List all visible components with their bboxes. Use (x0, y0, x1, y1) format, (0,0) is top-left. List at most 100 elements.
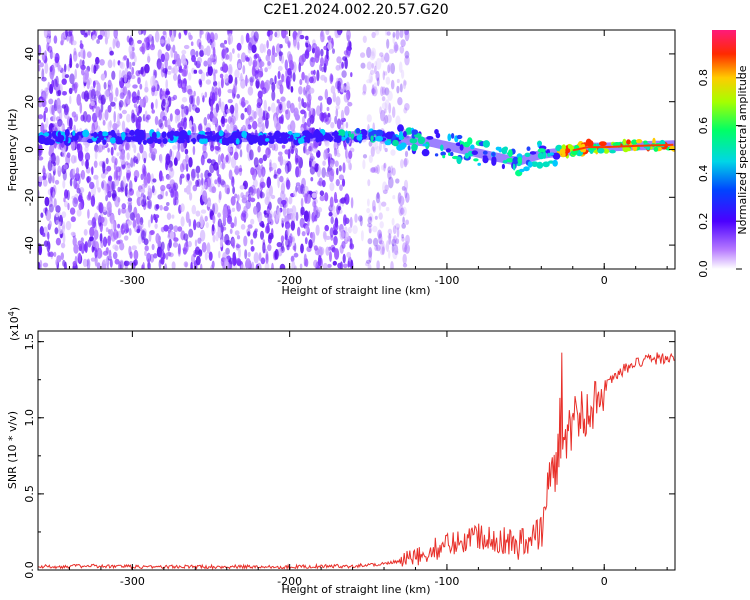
spectrogram-noise-blob (57, 142, 62, 150)
spectrogram-noise-blob (96, 262, 101, 269)
spectrogram-noise-blob (123, 260, 130, 267)
spectrogram-noise-blob (332, 48, 335, 54)
spectrogram-noise-blob (192, 145, 196, 156)
spectrogram-noise-blob (255, 78, 260, 89)
spectrogram-noise-blob (127, 200, 133, 206)
spectrogram-noise-blob (228, 169, 233, 180)
spectrogram-noise-blob (292, 245, 296, 251)
spectrogram-noise-blob (212, 234, 216, 243)
spectrogram-noise-blob (57, 64, 62, 71)
spectrogram-noise-blob (290, 149, 295, 154)
spectrogram-noise-blob (172, 241, 179, 248)
spectrogram-noise-blob (400, 159, 404, 169)
spectrogram-noise-blob (347, 160, 352, 170)
spectrogram-ridge-blob (93, 131, 98, 138)
spectrogram-noise-blob (90, 257, 96, 262)
spectrogram-noise-blob (142, 150, 148, 162)
spectrogram-noise-blob (373, 166, 379, 174)
spectrogram-ridge-blob (361, 134, 367, 140)
spectrogram-noise-blob (252, 120, 258, 130)
spectrogram-noise-blob (80, 242, 85, 254)
spectrogram-noise-blob (260, 181, 266, 188)
spectrogram-noise-blob (61, 91, 67, 96)
spectrogram-noise-blob (147, 199, 152, 210)
spectrogram-noise-blob (118, 69, 122, 82)
spectrogram-noise-blob (385, 240, 390, 253)
spectrogram-noise-blob (107, 105, 112, 113)
y-tick-label: 0 (23, 146, 36, 153)
spectrogram-ridge-blob (204, 131, 211, 135)
spectrogram-noise-blob (188, 103, 192, 113)
spectrogram-noise-blob (191, 254, 195, 265)
spectrogram-noise-blob (370, 166, 377, 173)
spectrogram-noise-blob (144, 245, 149, 252)
spectrogram-ridge-blob (254, 136, 261, 141)
spectrogram-noise-blob (368, 72, 373, 84)
spectrogram-noise-blob (104, 184, 108, 196)
spectrogram-noise-blob (337, 262, 342, 269)
spectrogram-ridge-blob (317, 137, 325, 141)
x-tick-label: 0 (601, 575, 608, 588)
spectrogram-noise-blob (178, 32, 182, 40)
spectrogram-noise-blob (96, 82, 101, 94)
spectrogram-ridge-blob (209, 130, 213, 139)
spectrogram-noise-blob (92, 30, 96, 35)
spectrogram-noise-blob (372, 205, 376, 213)
spectrogram-noise-blob (161, 90, 165, 102)
spectrogram-noise-blob (301, 98, 304, 107)
y-tick-label: 20 (23, 95, 36, 109)
spectrogram-noise-blob (269, 77, 274, 85)
spectrogram-noise-blob (349, 216, 353, 228)
spectrogram-noise-blob (289, 70, 293, 79)
spectrogram-noise-blob (295, 211, 299, 222)
spectrogram-noise-blob (199, 49, 205, 58)
spectrogram-noise-blob (397, 97, 403, 106)
spectrogram-noise-blob (253, 206, 258, 215)
spectrogram-noise-blob (166, 212, 172, 220)
spectrogram-noise-blob (169, 113, 173, 122)
spectrogram-noise-blob (379, 106, 382, 115)
spectrogram-noise-blob (204, 251, 208, 261)
spectrogram-noise-blob (341, 178, 346, 187)
spectrogram-noise-blob (187, 240, 192, 248)
spectrogram-noise-blob (133, 156, 138, 164)
spectrogram-noise-blob (205, 79, 212, 85)
spectrogram-noise-blob (111, 219, 115, 231)
spectrogram-noise-blob (201, 184, 206, 190)
spectrogram-noise-blob (195, 165, 201, 174)
spectrogram-noise-blob (105, 227, 109, 233)
spectrogram-noise-blob (173, 225, 179, 233)
spectrogram-noise-blob (43, 110, 46, 123)
spectrogram-noise-blob (54, 227, 59, 235)
spectrogram-noise-blob (188, 72, 192, 81)
spectrogram-noise-blob (354, 213, 358, 223)
spectrogram-noise-blob (87, 209, 90, 219)
spectrogram-noise-blob (222, 46, 227, 56)
spectrogram-noise-blob (388, 176, 394, 189)
spectrogram-noise-blob (106, 265, 110, 269)
spectrogram-noise-blob (321, 167, 327, 179)
spectrogram-noise-blob (332, 229, 338, 236)
spectrogram-noise-blob (77, 240, 82, 247)
spectrogram-noise-blob (106, 89, 111, 96)
spectrogram-ridge-peak (572, 143, 674, 152)
spectrogram-noise-blob (113, 142, 117, 151)
spectrogram-noise-blob (380, 55, 385, 63)
spectrogram-noise-blob (223, 110, 227, 118)
spectrogram-noise-blob (176, 57, 182, 67)
spectrogram-noise-blob (56, 97, 61, 110)
spectrogram-noise-blob (395, 30, 400, 40)
spectrogram-noise-blob (317, 95, 323, 101)
spectrogram-noise-blob (229, 228, 233, 235)
spectrogram-noise-blob (236, 202, 242, 212)
spectrogram-noise-blob (401, 223, 407, 229)
spectrogram-noise-blob (114, 258, 120, 265)
spectrogram-noise-blob (349, 243, 355, 250)
spectrogram-noise-blob (160, 257, 165, 265)
spectrogram-noise-blob (256, 102, 262, 109)
spectrogram-noise-blob (212, 224, 215, 232)
spectrogram-noise-blob (333, 141, 337, 151)
spectrogram-ridge-blob (495, 146, 501, 151)
colorbar-tick-label: 0.4 (697, 165, 710, 183)
spectrogram-noise-blob (239, 149, 243, 158)
